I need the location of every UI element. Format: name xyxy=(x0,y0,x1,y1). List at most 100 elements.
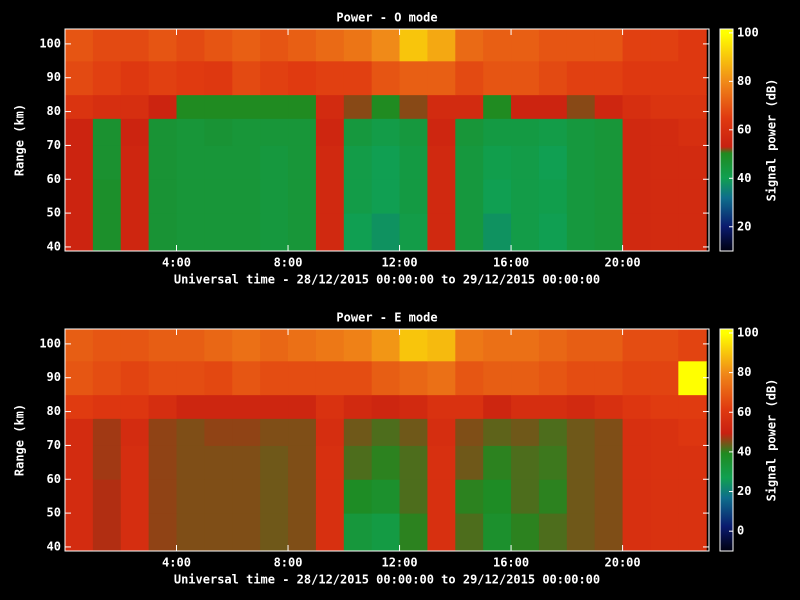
heatmap-cell xyxy=(567,213,595,251)
heatmap-cell xyxy=(232,329,260,361)
heatmap-cell xyxy=(539,145,567,179)
heatmap-cell xyxy=(678,329,706,361)
heatmap-cell xyxy=(623,395,651,419)
heatmap-cell xyxy=(372,513,400,551)
heatmap-cell xyxy=(121,145,149,179)
heatmap-cell xyxy=(623,61,651,95)
heatmap-cell xyxy=(650,513,678,551)
heatmap-cell xyxy=(483,418,511,446)
heatmap-cell xyxy=(372,445,400,479)
y-tick-label: 80 xyxy=(47,104,61,118)
heatmap-cell xyxy=(427,513,455,551)
heatmap-cell xyxy=(427,179,455,213)
heatmap-cell xyxy=(149,213,177,251)
heatmap-cell xyxy=(595,118,623,146)
y-tick-label: 60 xyxy=(47,172,61,186)
heatmap-cell xyxy=(232,361,260,395)
heatmap-cell xyxy=(678,479,706,513)
y-axis-label: Range (km) xyxy=(13,104,27,176)
heatmap-cell xyxy=(400,513,428,551)
heatmap-cell xyxy=(595,479,623,513)
heatmap-cell xyxy=(260,418,288,446)
heatmap-cell xyxy=(93,445,121,479)
heatmap-cell xyxy=(121,418,149,446)
heatmap-cell xyxy=(121,213,149,251)
chart-title: Power - E mode xyxy=(336,311,437,325)
heatmap-cell xyxy=(372,479,400,513)
heatmap-cell xyxy=(567,395,595,419)
heatmap-cell xyxy=(650,418,678,446)
heatmap-cell xyxy=(400,118,428,146)
x-tick-label: 20:00 xyxy=(605,556,641,570)
heatmap-cell xyxy=(539,445,567,479)
heatmap-cell xyxy=(400,61,428,95)
heatmap-cell xyxy=(344,445,372,479)
colorbar xyxy=(720,329,733,551)
heatmap-cell xyxy=(650,479,678,513)
heatmap-cell xyxy=(455,95,483,119)
heatmap-cell xyxy=(483,145,511,179)
heatmap-cell xyxy=(260,445,288,479)
heatmap-cell xyxy=(232,29,260,61)
heatmap-cell xyxy=(149,118,177,146)
heatmap-cell xyxy=(567,118,595,146)
x-tick-label: 20:00 xyxy=(605,256,641,270)
heatmap-cell xyxy=(455,513,483,551)
heatmap-cell xyxy=(177,179,205,213)
colorbar-tick-label: 40 xyxy=(737,444,751,458)
heatmap-cell xyxy=(316,513,344,551)
heatmap-cell xyxy=(65,145,93,179)
heatmap-cell xyxy=(455,145,483,179)
heatmap-cell xyxy=(483,361,511,395)
heatmap-cell xyxy=(455,445,483,479)
heatmap-cell xyxy=(121,395,149,419)
heatmap-cell xyxy=(567,418,595,446)
heatmap-cell xyxy=(149,95,177,119)
heatmap-cell xyxy=(288,179,316,213)
heatmap-cell xyxy=(372,29,400,61)
heatmap-cell xyxy=(93,29,121,61)
heatmap-cell xyxy=(400,29,428,61)
heatmap-cell xyxy=(149,179,177,213)
heatmap-cell xyxy=(427,479,455,513)
heatmap-cell xyxy=(623,418,651,446)
heatmap-cell xyxy=(678,29,706,61)
heatmap-cell xyxy=(344,395,372,419)
heatmap-cell xyxy=(595,445,623,479)
heatmap-cell xyxy=(400,395,428,419)
heatmap-cell xyxy=(204,61,232,95)
heatmap-cell xyxy=(623,445,651,479)
heatmap-cell xyxy=(427,29,455,61)
heatmap-cell xyxy=(650,329,678,361)
heatmap-cell xyxy=(204,145,232,179)
heatmap-cell xyxy=(204,95,232,119)
heatmap-cell xyxy=(623,29,651,61)
y-tick-label: 100 xyxy=(39,36,61,50)
heatmap-cell xyxy=(427,329,455,361)
heatmap-cell xyxy=(539,213,567,251)
heatmap-cell xyxy=(623,361,651,395)
heatmap-cell xyxy=(121,329,149,361)
colorbar-tick-label: 60 xyxy=(737,122,751,136)
heatmap-cell xyxy=(204,513,232,551)
x-tick-label: 16:00 xyxy=(493,256,529,270)
heatmap-cell xyxy=(93,95,121,119)
heatmap-cell xyxy=(400,213,428,251)
heatmap-cell xyxy=(650,179,678,213)
heatmap-cell xyxy=(344,213,372,251)
heatmap-cell xyxy=(483,329,511,361)
heatmap-cell xyxy=(288,445,316,479)
heatmap-cell xyxy=(260,395,288,419)
heatmap-cell xyxy=(483,513,511,551)
heatmap-cell xyxy=(539,418,567,446)
heatmap-cell xyxy=(177,513,205,551)
heatmap-cell xyxy=(623,118,651,146)
heatmap-cell xyxy=(372,361,400,395)
y-tick-label: 40 xyxy=(47,239,61,253)
heatmap-cell xyxy=(232,513,260,551)
heatmap-cell xyxy=(567,445,595,479)
colorbar-tick-label: 80 xyxy=(737,365,751,379)
heatmap-cell xyxy=(121,513,149,551)
heatmap-cell xyxy=(232,145,260,179)
heatmap-cell xyxy=(121,95,149,119)
